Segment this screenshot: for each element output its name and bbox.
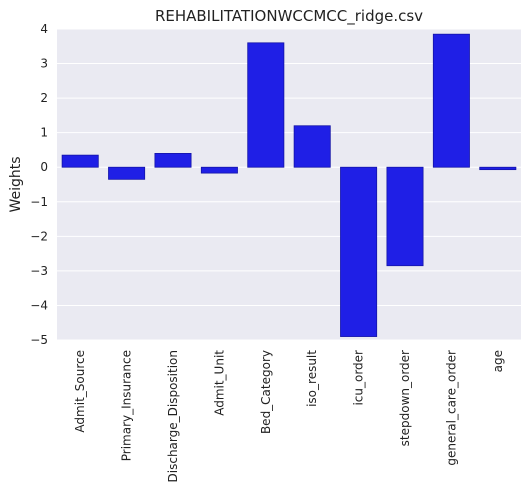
y-tick-label: 0 (40, 160, 48, 174)
y-tick-label: −3 (30, 264, 48, 278)
y-tick-label: 4 (40, 22, 48, 36)
y-tick-label: 1 (40, 126, 48, 140)
x-tick-label: Admit_Source (73, 350, 87, 433)
bar-discharge-disposition (154, 152, 192, 168)
x-tick-label: age (491, 350, 505, 372)
bar-age (479, 166, 517, 171)
y-axis-label: Weights (8, 156, 24, 212)
x-tick-labels: Admit_Source Primary_Insurance Discharge_D… (73, 350, 505, 483)
y-tick-label: 2 (40, 91, 48, 105)
bar-bed-category (247, 42, 285, 168)
bars (61, 33, 517, 337)
x-tick-label: Admit_Unit (212, 350, 226, 416)
bar-primary-insurance (108, 166, 146, 180)
bar-stepdown-order (386, 166, 424, 267)
chart-title: REHABILITATIONWCCMCC_ridge.csv (155, 7, 423, 26)
x-tick-label: Primary_Insurance (120, 350, 134, 461)
bar-iso-result (293, 125, 331, 168)
bar-admit-unit (200, 166, 238, 174)
y-tick-label: −5 (30, 333, 48, 347)
x-tick-label: general_care_order (444, 350, 458, 466)
x-tick-label: Bed_Category (259, 350, 273, 434)
x-tick-label: stepdown_order (398, 350, 412, 446)
y-tick-label: −2 (30, 229, 48, 243)
x-tick-label: Discharge_Disposition (166, 350, 180, 482)
y-tick-label: 3 (40, 57, 48, 71)
x-tick-label: iso_result (305, 350, 319, 407)
bar-general-care-order (432, 33, 470, 168)
y-tick-labels: −5 −4 −3 −2 −1 0 1 2 3 4 (30, 22, 48, 347)
bar-icu-order (340, 166, 378, 337)
y-tick-label: −1 (30, 195, 48, 209)
y-tick-label: −4 (30, 298, 48, 312)
bar-admit-source (61, 154, 99, 168)
x-tick-label: icu_order (352, 350, 366, 406)
